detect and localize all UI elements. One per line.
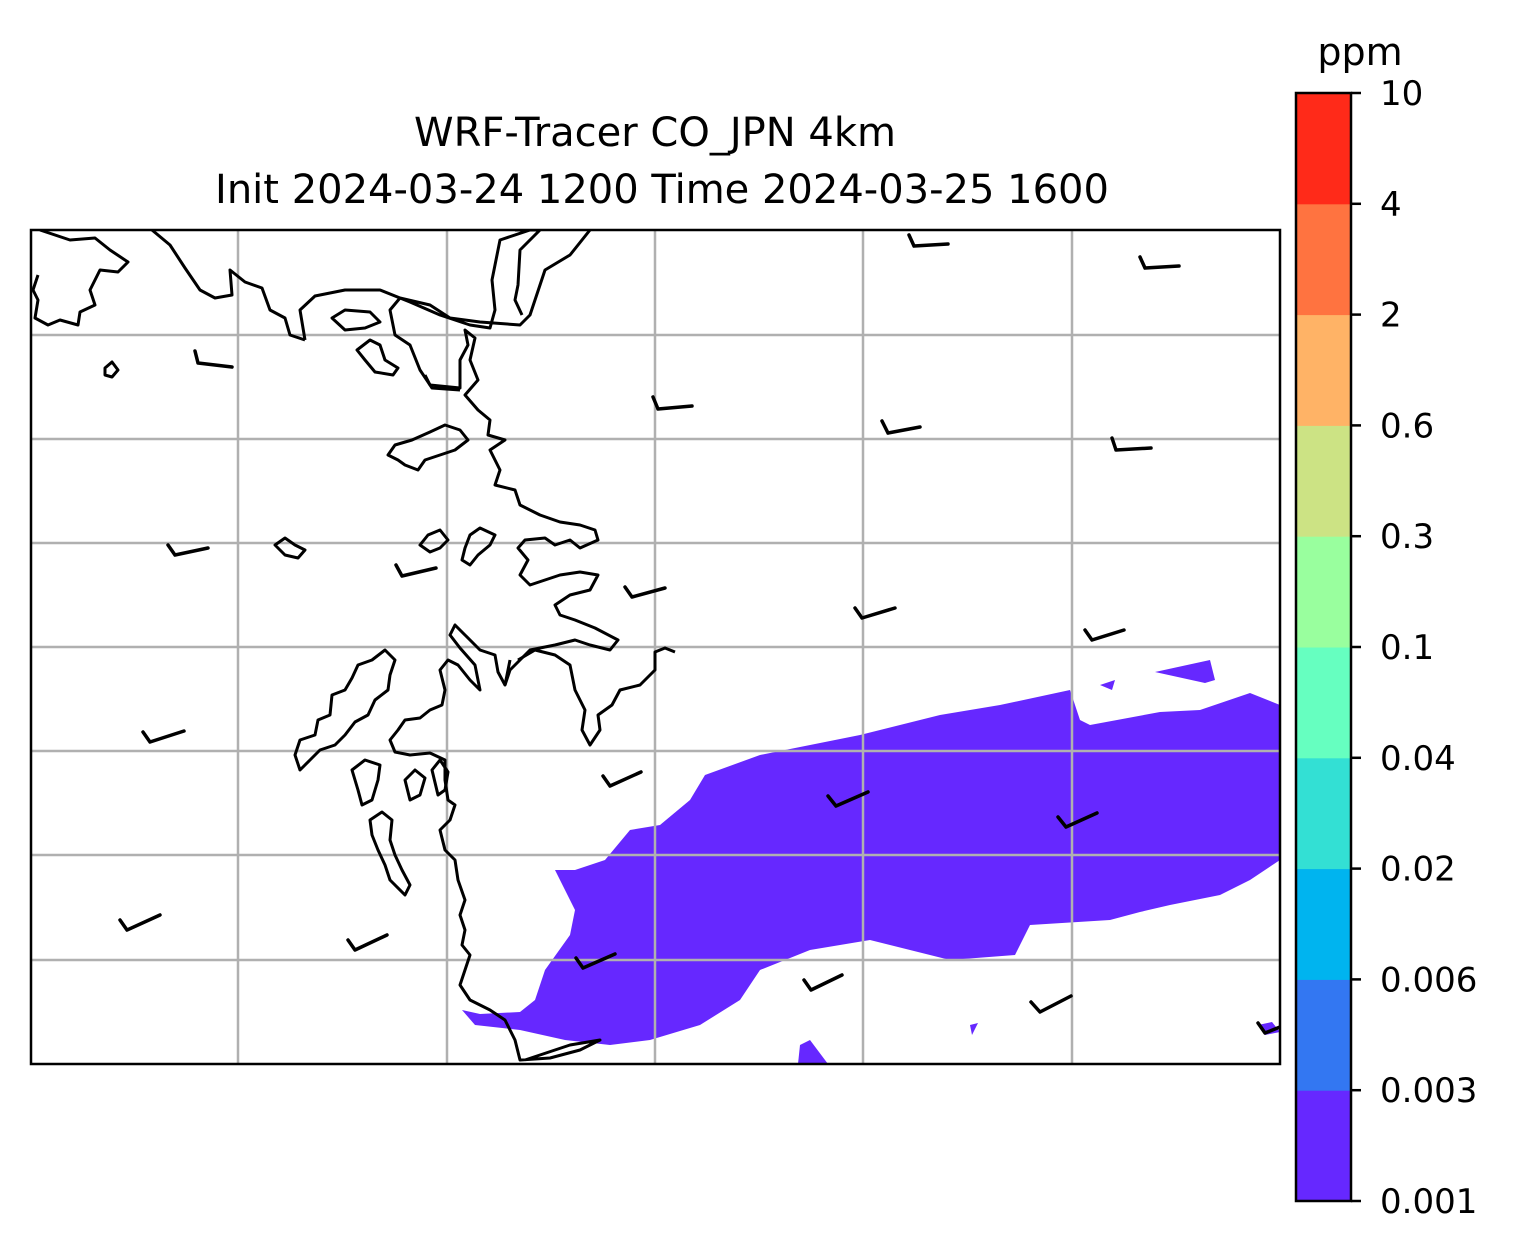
wind-barb (574, 952, 617, 970)
co-plume (462, 660, 1280, 1064)
colorbar-tick-label: 2 (1380, 296, 1402, 336)
colorbar-tick-label: 0.3 (1380, 517, 1434, 557)
wind-barb (1083, 628, 1126, 642)
colorbar-bands (1296, 93, 1351, 1202)
wind-barb (141, 729, 186, 744)
colorbar-tick-label: 0.006 (1380, 960, 1477, 1000)
colorbar-tick-label: 0.04 (1380, 739, 1456, 779)
colorbar-band (1296, 93, 1351, 205)
co-plume-patch-tiny (970, 1023, 978, 1035)
wind-barb (118, 913, 162, 932)
coastline-islands-mid (103, 360, 497, 567)
wind-barb (394, 563, 438, 578)
colorbar-tick-label: 0.02 (1380, 850, 1456, 890)
wind-barb (346, 933, 389, 952)
coastline-north (31, 230, 592, 392)
wind-barb (880, 419, 922, 435)
gridlines (31, 230, 1280, 1064)
colorbar-tick-label: 0.003 (1380, 1071, 1477, 1111)
colorbar-band (1296, 425, 1351, 537)
colorbar: ppm 0.001 0.003 0.006 0.02 0.04 0.1 0.3 0.6 2 4 10 (1294, 30, 1477, 1222)
colorbar-band (1296, 536, 1351, 648)
wind-barb (907, 233, 950, 248)
coastlines (31, 230, 676, 1062)
wind-barb (826, 790, 870, 808)
colorbar-tick-label: 0.1 (1380, 628, 1434, 668)
colorbar-tick-label: 10 (1380, 74, 1423, 114)
wind-barb (802, 973, 844, 992)
colorbar-band (1296, 979, 1351, 1091)
colorbar-band (1296, 314, 1351, 426)
colorbar-band (1296, 647, 1351, 759)
wind-barb (166, 543, 210, 557)
wind-barb (623, 585, 667, 599)
wind-barbs (118, 233, 1280, 1035)
co-plume-patch-small (1100, 680, 1115, 690)
colorbar-band (1296, 757, 1351, 870)
colorbar-tick-label: 0.6 (1380, 406, 1434, 446)
colorbar-band (1296, 203, 1351, 316)
wind-barb (1256, 1021, 1280, 1035)
wind-barb (193, 349, 234, 369)
map-frame (29, 228, 1282, 1066)
colorbar-ticks: 0.001 0.003 0.006 0.02 0.04 0.1 0.3 0.6 2 4 10 (1351, 74, 1477, 1222)
wind-barb (601, 770, 643, 788)
map-panel (31, 230, 1280, 1064)
map-title-line2: Init 2024-03-24 1200 Time 2024-03-25 160… (215, 167, 1109, 213)
map-title-line1: WRF-Tracer CO_JPN 4km (414, 110, 896, 156)
co-plume-main (462, 690, 1280, 1045)
wind-barb (651, 395, 694, 411)
wind-barb (1056, 811, 1099, 829)
colorbar-tick-label: 0.001 (1380, 1182, 1477, 1222)
colorbar-band (1296, 1090, 1351, 1202)
co-plume-patch-south (798, 1040, 828, 1064)
coastline-bay (503, 646, 676, 747)
colorbar-band (1296, 868, 1351, 980)
colorbar-tick-label: 4 (1380, 185, 1402, 225)
colorbar-unit: ppm (1317, 30, 1402, 74)
wind-barb (1138, 255, 1181, 270)
wind-barb (853, 606, 897, 620)
wind-barb (1110, 436, 1153, 452)
co-plume-patch-north (1155, 660, 1215, 683)
wind-barb (1029, 994, 1073, 1014)
coastline-west-islands (293, 648, 450, 897)
